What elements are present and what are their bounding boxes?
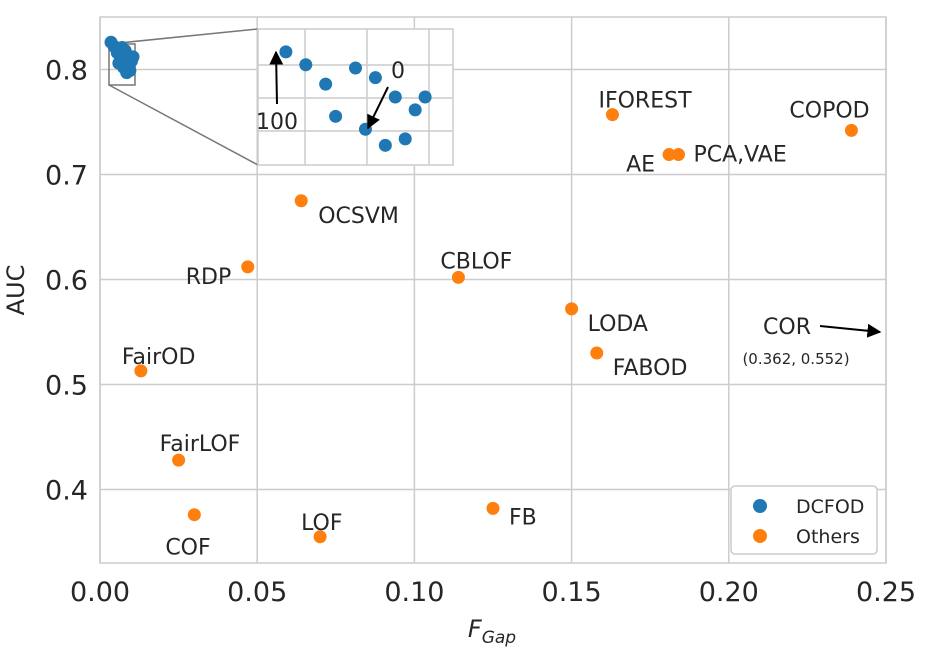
legend-entry-dcfod: DCFOD (796, 496, 864, 518)
point-label-ocsvm: OCSVM (318, 204, 399, 229)
point-label-cof: COF (165, 536, 210, 561)
inset-dcfod-point (398, 132, 412, 146)
cor-annotation-coords: (0.362, 0.552) (742, 350, 849, 368)
point-label-pca-vae: PCA,VAE (693, 143, 786, 168)
legend-entry-others: Others (796, 526, 860, 548)
y-tick-label: 0.4 (45, 476, 88, 507)
x-tick-label: 0.15 (542, 577, 602, 608)
y-tick-label: 0.8 (45, 56, 88, 87)
x-tick-label: 0.00 (70, 577, 130, 608)
inset-annotation-100: 100 (256, 110, 298, 135)
legend: DCFOD Others (730, 485, 878, 555)
cor-annotation-label: COR (763, 315, 811, 340)
others-point (313, 530, 327, 544)
inset-dcfod-point (329, 109, 343, 123)
inset-dcfod-point (408, 103, 422, 117)
others-point (451, 270, 465, 284)
others-point (134, 364, 148, 378)
point-label-ae: AE (626, 153, 655, 178)
y-axis-label: AUC (2, 265, 30, 316)
x-tick-label: 0.05 (227, 577, 287, 608)
zoom-connector (108, 84, 259, 166)
inset-dcfod-point (349, 61, 362, 75)
y-tick-label: 0.5 (45, 371, 88, 402)
inset-arrow-0 (367, 86, 389, 130)
dcfod-point (126, 50, 140, 64)
others-point (565, 302, 579, 316)
point-label-loda: LODA (588, 312, 648, 337)
legend-frame (730, 485, 878, 555)
inset-annotation-0: 0 (391, 59, 405, 84)
inset-dcfod-point (368, 71, 382, 85)
zoom-connector (108, 28, 259, 45)
plot-frame (99, 16, 887, 564)
x-tick-label: 0.25 (856, 577, 916, 608)
point-label-fabod: FABOD (613, 356, 688, 381)
point-label-lof: LOF (301, 511, 342, 536)
x-axis-label: FGap (468, 615, 516, 648)
x-tick-label: 0.10 (384, 577, 444, 608)
others-point (844, 123, 858, 137)
others-point (294, 194, 308, 208)
zoom-inset: 100 0 (256, 28, 454, 166)
inset-dcfod-point (319, 77, 333, 91)
x-tick-label: 0.20 (699, 577, 759, 608)
inset-dcfod-point (299, 58, 313, 72)
point-label-rdp: RDP (186, 265, 232, 290)
point-label-fairod: FairOD (122, 345, 196, 370)
cor-offscreen-arrow (819, 323, 882, 338)
others-point (605, 108, 619, 122)
others-point (671, 148, 685, 162)
point-label-fairlof: FairLOF (160, 432, 241, 457)
others-point (662, 148, 676, 162)
y-tick-label: 0.6 (45, 266, 88, 297)
inset-dcfod-point (279, 45, 293, 59)
others-point (172, 453, 186, 467)
inset-arrow-100 (269, 50, 284, 105)
point-label-iforest: IFOREST (598, 89, 692, 114)
point-label-fb: FB (509, 505, 537, 530)
point-label-cblof: CBLOF (440, 249, 512, 274)
inset-dcfod-point (378, 138, 392, 152)
point-label-copod: COPOD (789, 98, 869, 123)
y-tick-label: 0.7 (45, 161, 88, 192)
others-point (187, 508, 201, 522)
inset-dcfod-point (388, 90, 402, 104)
others-point (486, 501, 500, 515)
inset-dcfod-point (418, 90, 432, 104)
others-point (590, 346, 604, 360)
others-point (241, 260, 255, 274)
dcfod-point (120, 66, 134, 80)
legend-marker (753, 529, 767, 543)
legend-marker (753, 499, 767, 513)
